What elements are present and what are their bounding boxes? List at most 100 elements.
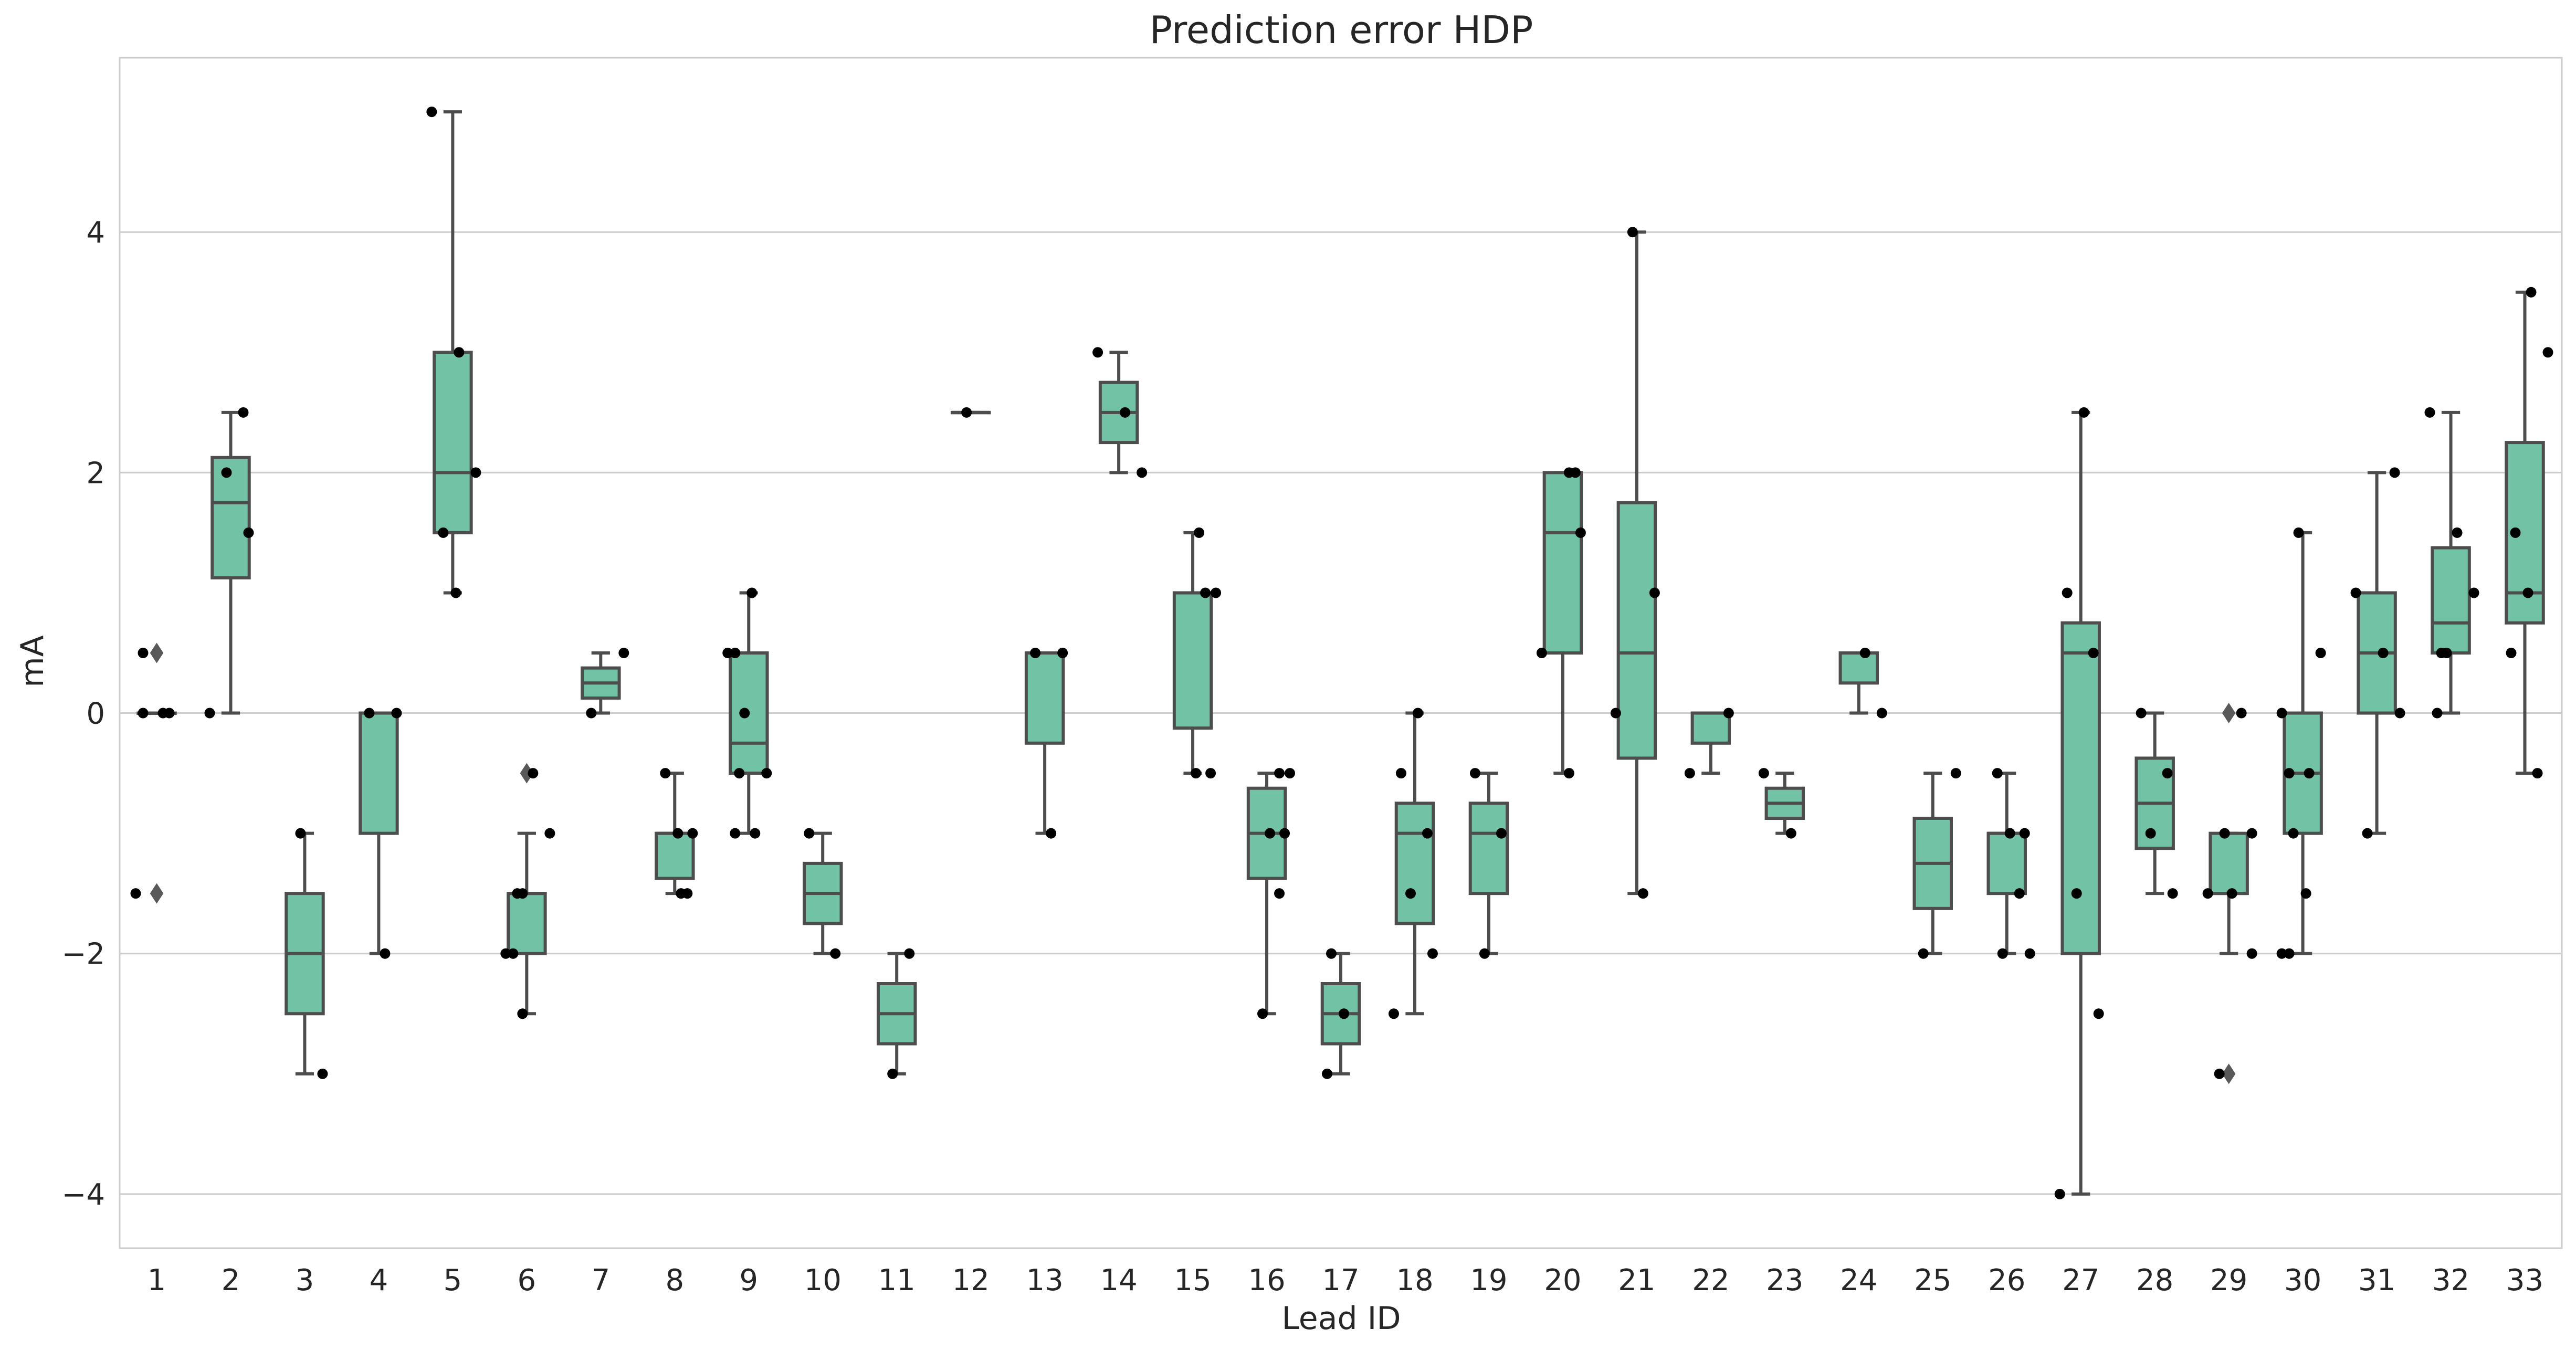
- y-tick-label: 0: [86, 697, 105, 731]
- x-tick-label: 16: [1248, 1263, 1285, 1298]
- box-lead-4: [359, 711, 399, 955]
- data-point: [317, 1068, 328, 1079]
- data-point: [2276, 948, 2287, 959]
- data-point: [2226, 888, 2237, 899]
- data-point: [586, 708, 597, 719]
- data-point: [221, 467, 232, 478]
- data-point: [2284, 948, 2295, 959]
- data-point: [2024, 948, 2035, 959]
- data-point: [2276, 708, 2287, 719]
- y-tick-label: 2: [86, 456, 105, 490]
- iqr-box: [1838, 651, 1879, 685]
- data-point: [2214, 1068, 2225, 1079]
- x-tick-label: 30: [2284, 1263, 2321, 1298]
- plot-area-frame: [119, 57, 2563, 1249]
- data-point: [1137, 467, 1148, 478]
- data-point: [470, 467, 481, 478]
- data-point: [887, 1068, 898, 1079]
- data-point: [1057, 648, 1068, 658]
- data-point: [1326, 948, 1337, 959]
- box-lead-27: [2060, 410, 2101, 1196]
- data-point: [438, 527, 449, 538]
- points-lead-28: [2136, 708, 2178, 899]
- points-lead-26: [1992, 768, 2035, 959]
- x-tick-label: 8: [665, 1263, 684, 1298]
- data-point: [1211, 587, 1222, 598]
- y-tick-label: −4: [61, 1178, 105, 1212]
- data-point: [2071, 888, 2082, 899]
- x-tick-label: 2: [222, 1263, 240, 1298]
- data-point: [2284, 768, 2295, 779]
- points-lead-32: [2424, 407, 2479, 719]
- box-lead-24: [1838, 651, 1879, 715]
- data-point: [2093, 1008, 2104, 1019]
- data-point: [1092, 347, 1103, 358]
- points-lead-15: [1191, 527, 1222, 779]
- points-lead-20: [1536, 467, 1586, 779]
- data-point: [1388, 1008, 1399, 1019]
- data-point: [1469, 768, 1480, 779]
- data-point: [2532, 768, 2543, 779]
- data-point: [2062, 587, 2073, 598]
- chart-title: Prediction error HDP: [1150, 8, 1533, 52]
- data-point: [1563, 768, 1574, 779]
- x-tick-label: 21: [1618, 1263, 1655, 1298]
- points-lead-12: [961, 407, 972, 418]
- data-point: [2236, 708, 2247, 719]
- data-point: [730, 648, 741, 658]
- x-tick-label: 7: [591, 1263, 610, 1298]
- data-point: [2350, 587, 2361, 598]
- points-lead-6: [500, 768, 555, 1019]
- x-tick-label: 10: [804, 1263, 842, 1298]
- data-point: [391, 708, 402, 719]
- iqr-box: [211, 456, 251, 579]
- box-lead-19: [1468, 772, 1509, 955]
- data-point: [2246, 948, 2257, 959]
- x-tick-label: 23: [1766, 1263, 1803, 1298]
- iqr-box: [359, 711, 399, 835]
- points-lead-21: [1610, 227, 1660, 899]
- box-lead-28: [2135, 711, 2175, 895]
- data-point: [1684, 768, 1695, 779]
- x-tick-label: 15: [1174, 1263, 1211, 1298]
- data-point: [1479, 948, 1490, 959]
- iqr-box: [1394, 801, 1435, 925]
- x-tick-label: 20: [1544, 1263, 1581, 1298]
- box-lead-8: [655, 772, 695, 895]
- box-lead-31: [2357, 471, 2397, 835]
- data-point: [2441, 648, 2452, 658]
- box-lead-2: [211, 410, 251, 715]
- data-point: [1992, 768, 2003, 779]
- box-lead-20: [1542, 471, 1583, 775]
- x-tick-label: 33: [2506, 1263, 2543, 1298]
- data-point: [1649, 587, 1660, 598]
- x-tick-label: 18: [1396, 1263, 1433, 1298]
- points-lead-10: [804, 828, 841, 959]
- points-lead-11: [887, 948, 915, 1079]
- points-lead-18: [1388, 708, 1438, 1019]
- data-point: [2014, 888, 2025, 899]
- data-point: [2078, 407, 2089, 418]
- data-point: [2526, 287, 2537, 298]
- data-point: [1285, 768, 1296, 779]
- data-point: [500, 948, 511, 959]
- x-tick-label: 5: [444, 1263, 462, 1298]
- box-lead-22: [1690, 711, 1731, 775]
- data-point: [138, 648, 149, 658]
- box-lead-14: [1098, 351, 1139, 474]
- data-point: [739, 708, 750, 719]
- x-tick-label: 25: [1914, 1263, 1951, 1298]
- x-axis-ticks: 1 2 3 4 5 6 7 8 9 10 11 12 13 14 15 16 17 18 19 20 21 22 23 24 2…: [148, 1263, 2543, 1298]
- data-point: [2468, 587, 2479, 598]
- data-point: [2300, 888, 2311, 899]
- data-point: [2304, 768, 2315, 779]
- x-tick-label: 9: [739, 1263, 758, 1298]
- data-point: [1575, 527, 1586, 538]
- data-point: [2424, 407, 2435, 418]
- data-point: [618, 648, 629, 658]
- y-tick-label: −2: [61, 937, 105, 972]
- iqr-box: [433, 351, 473, 534]
- x-tick-label: 31: [2358, 1263, 2395, 1298]
- iqr-box: [1542, 471, 1583, 655]
